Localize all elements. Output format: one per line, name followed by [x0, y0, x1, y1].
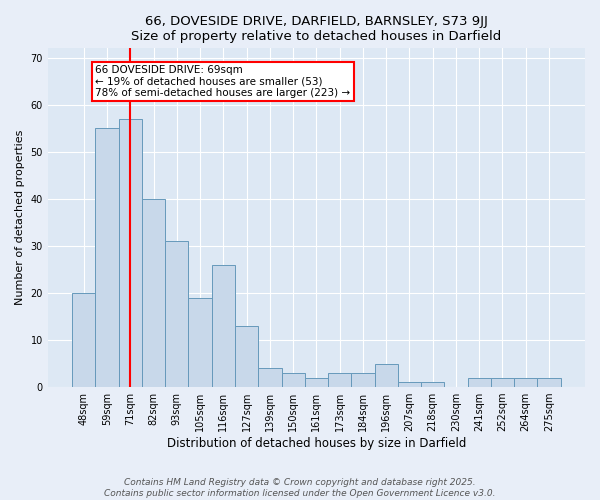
Bar [188, 298, 212, 387]
Bar [374, 364, 398, 387]
Bar [538, 378, 560, 387]
Bar [212, 265, 235, 387]
Bar [514, 378, 538, 387]
Bar [119, 119, 142, 387]
Bar [421, 382, 445, 387]
Bar [235, 326, 258, 387]
Title: 66, DOVESIDE DRIVE, DARFIELD, BARNSLEY, S73 9JJ
Size of property relative to det: 66, DOVESIDE DRIVE, DARFIELD, BARNSLEY, … [131, 15, 502, 43]
Bar [398, 382, 421, 387]
Bar [305, 378, 328, 387]
Bar [491, 378, 514, 387]
Bar [72, 293, 95, 387]
Bar [95, 128, 119, 387]
Text: 66 DOVESIDE DRIVE: 69sqm
← 19% of detached houses are smaller (53)
78% of semi-d: 66 DOVESIDE DRIVE: 69sqm ← 19% of detach… [95, 65, 350, 98]
Bar [142, 199, 165, 387]
Bar [351, 373, 374, 387]
Y-axis label: Number of detached properties: Number of detached properties [15, 130, 25, 306]
Text: Contains HM Land Registry data © Crown copyright and database right 2025.
Contai: Contains HM Land Registry data © Crown c… [104, 478, 496, 498]
Bar [165, 241, 188, 387]
Bar [258, 368, 281, 387]
Bar [467, 378, 491, 387]
X-axis label: Distribution of detached houses by size in Darfield: Distribution of detached houses by size … [167, 437, 466, 450]
Bar [281, 373, 305, 387]
Bar [328, 373, 351, 387]
